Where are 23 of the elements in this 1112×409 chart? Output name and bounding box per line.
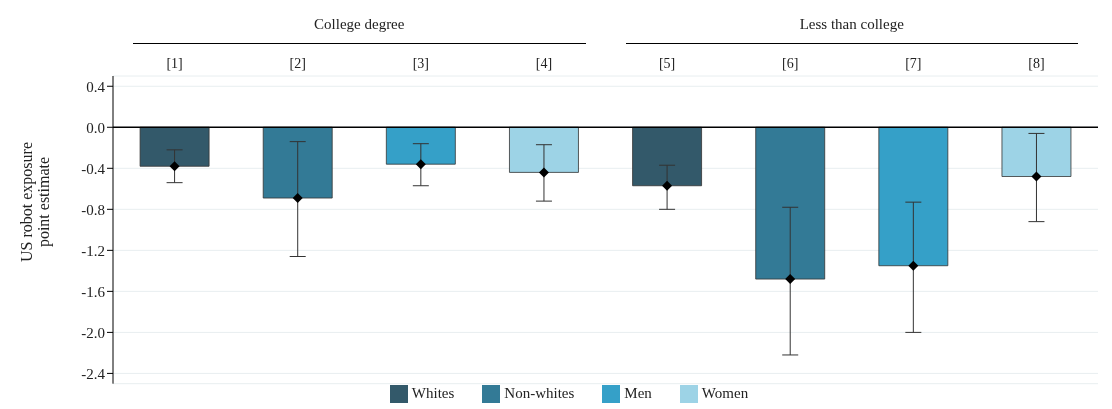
y-tick-label: -2.4 [81, 365, 106, 382]
y-axis-title: US robot exposure point estimate [18, 141, 52, 264]
y-tick-label: -0.4 [81, 160, 106, 177]
x-tick-label: [8] [1028, 56, 1045, 71]
text: College degree [313, 16, 406, 33]
y-tick-label: -1.6 [81, 283, 106, 300]
x-tick-label: [7] [905, 56, 922, 71]
y-tick-label: 0.0 [86, 119, 105, 136]
legend-label: Whites [411, 384, 455, 401]
y-tick-label: -2.0 [81, 324, 105, 341]
legend-label: Non-whites [504, 384, 575, 401]
x-tick-label: [5] [658, 56, 676, 71]
y-tick-label: -0.8 [81, 201, 105, 218]
x-tick-label: [6] [782, 56, 799, 71]
text: Less than college [798, 16, 905, 33]
legend-label: Women [701, 384, 749, 401]
x-tick-label: [4] [535, 56, 553, 71]
x-tick-label: [2] [289, 56, 306, 71]
y-tick-label: 0.4 [86, 78, 106, 95]
x-tick-label: [3] [412, 56, 429, 71]
y-tick-label: -1.2 [81, 242, 105, 259]
x-tick-label: [1] [166, 56, 183, 71]
legend-label: Men [624, 384, 652, 401]
